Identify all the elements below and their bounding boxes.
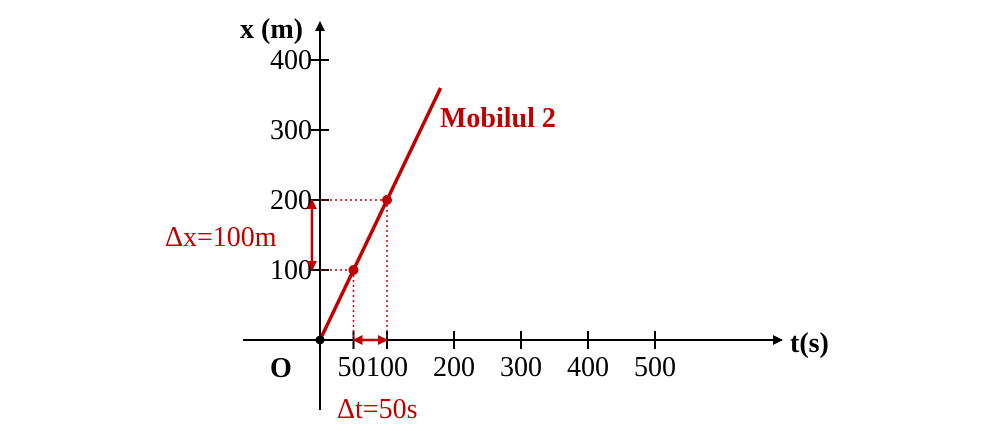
delta-t-label: Δt=50s (337, 394, 417, 425)
series-line-mobilul-2 (318, 87, 443, 341)
dotted-guides (320, 199, 388, 340)
marked-points (315, 195, 392, 345)
delta-x-label: Δx=100m (165, 222, 277, 253)
x-tick-label-200: 200 (433, 352, 475, 383)
x-tick-label-100: 100 (366, 352, 408, 383)
x-tick-label-50: 50 (338, 352, 366, 383)
point-100-200 (382, 195, 392, 205)
x-tick-label-300: 300 (500, 352, 542, 383)
x-tick-label-400: 400 (567, 352, 609, 383)
y-axis-title: x (m) (240, 14, 303, 45)
y-tick-label-400: 400 (270, 45, 312, 76)
y-tick-label-100: 100 (270, 255, 312, 286)
series-label: Mobilul 2 (440, 103, 556, 134)
x-tick-label-500: 500 (634, 352, 676, 383)
point-0-0 (315, 335, 325, 345)
x-axis-title: t(s) (790, 328, 829, 359)
y-tick-label-300: 300 (270, 115, 312, 146)
origin-label: O (270, 353, 292, 384)
y-tick-label-200: 200 (270, 185, 312, 216)
point-50-100 (348, 265, 359, 275)
x-ticks: 50 100 200 300 400 500 (338, 331, 676, 383)
